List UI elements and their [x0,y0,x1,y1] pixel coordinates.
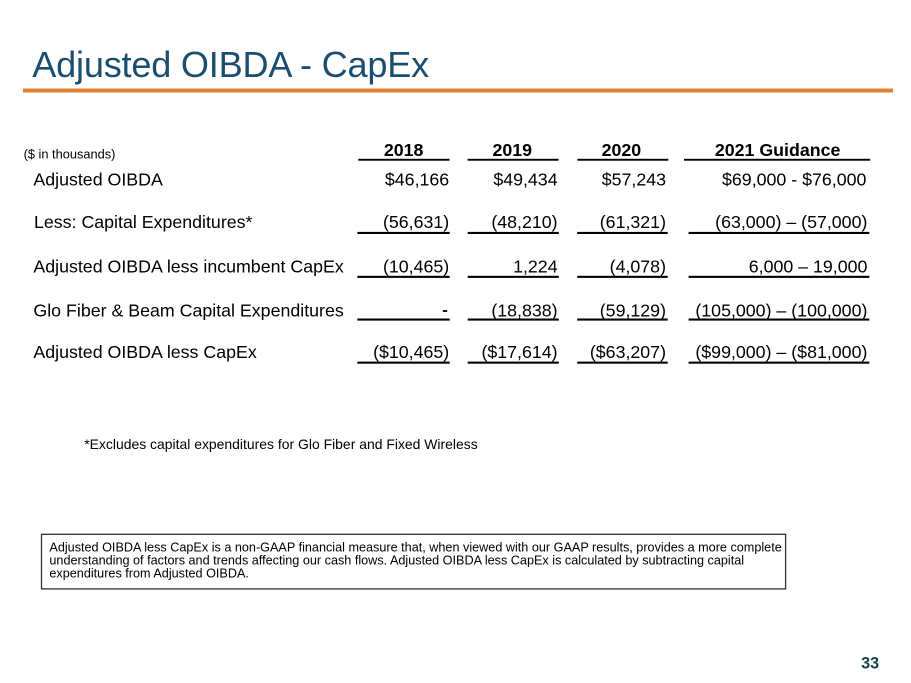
svg-text:1,224: 1,224 [513,256,558,276]
svg-text:($99,000) – ($81,000): ($99,000) – ($81,000) [695,342,867,362]
svg-text:(56,631): (56,631) [383,212,449,232]
svg-text:(59,129): (59,129) [600,300,666,320]
svg-text:2020: 2020 [602,140,642,160]
svg-text:(61,321): (61,321) [600,212,666,232]
svg-text:Adjusted OIBDA less CapEx: Adjusted OIBDA less CapEx [33,342,256,362]
svg-text:Glo Fiber & Beam Capital Expen: Glo Fiber & Beam Capital Expenditures [33,300,343,320]
svg-text:2021 Guidance: 2021 Guidance [715,140,841,160]
svg-text:Adjusted OIBDA: Adjusted OIBDA [33,169,163,189]
svg-text:$69,000 - $76,000: $69,000 - $76,000 [722,169,866,189]
svg-text:(18,838): (18,838) [491,300,557,320]
svg-text:(10,465): (10,465) [383,256,449,276]
svg-text:(105,000) – (100,000): (105,000) – (100,000) [695,300,867,320]
svg-text:expenditures from Adjusted OIB: expenditures from Adjusted OIBDA. [49,566,249,580]
svg-text:(63,000) – (57,000): (63,000) – (57,000) [715,212,867,232]
svg-text:($10,465): ($10,465) [373,342,449,362]
svg-text:6,000 – 19,000: 6,000 – 19,000 [749,256,868,276]
svg-text:($63,207): ($63,207) [590,342,666,362]
svg-text:(4,078): (4,078) [610,256,666,276]
svg-text:Adjusted OIBDA less CapEx is a: Adjusted OIBDA less CapEx is a non-GAAP … [49,540,781,554]
svg-text:($17,614): ($17,614) [481,342,557,362]
svg-text:Less: Capital Expenditures*: Less: Capital Expenditures* [34,212,253,232]
svg-text:Adjusted OIBDA - CapEx: Adjusted OIBDA - CapEx [32,44,429,85]
svg-text:$49,434: $49,434 [493,169,557,189]
svg-text:$57,243: $57,243 [602,169,666,189]
svg-text:2019: 2019 [493,140,533,160]
svg-text:33: 33 [861,654,879,672]
svg-text:2018: 2018 [384,140,424,160]
svg-text:(48,210): (48,210) [491,212,557,232]
svg-text:understanding of factors and t: understanding of factors and trends affe… [49,553,744,567]
svg-text:*Excludes capital expenditures: *Excludes capital expenditures for Glo F… [84,436,478,452]
svg-text:Adjusted OIBDA less incumbent: Adjusted OIBDA less incumbent CapEx [33,256,343,276]
svg-text:$46,166: $46,166 [385,169,449,189]
svg-text:($ in thousands): ($ in thousands) [24,146,116,161]
